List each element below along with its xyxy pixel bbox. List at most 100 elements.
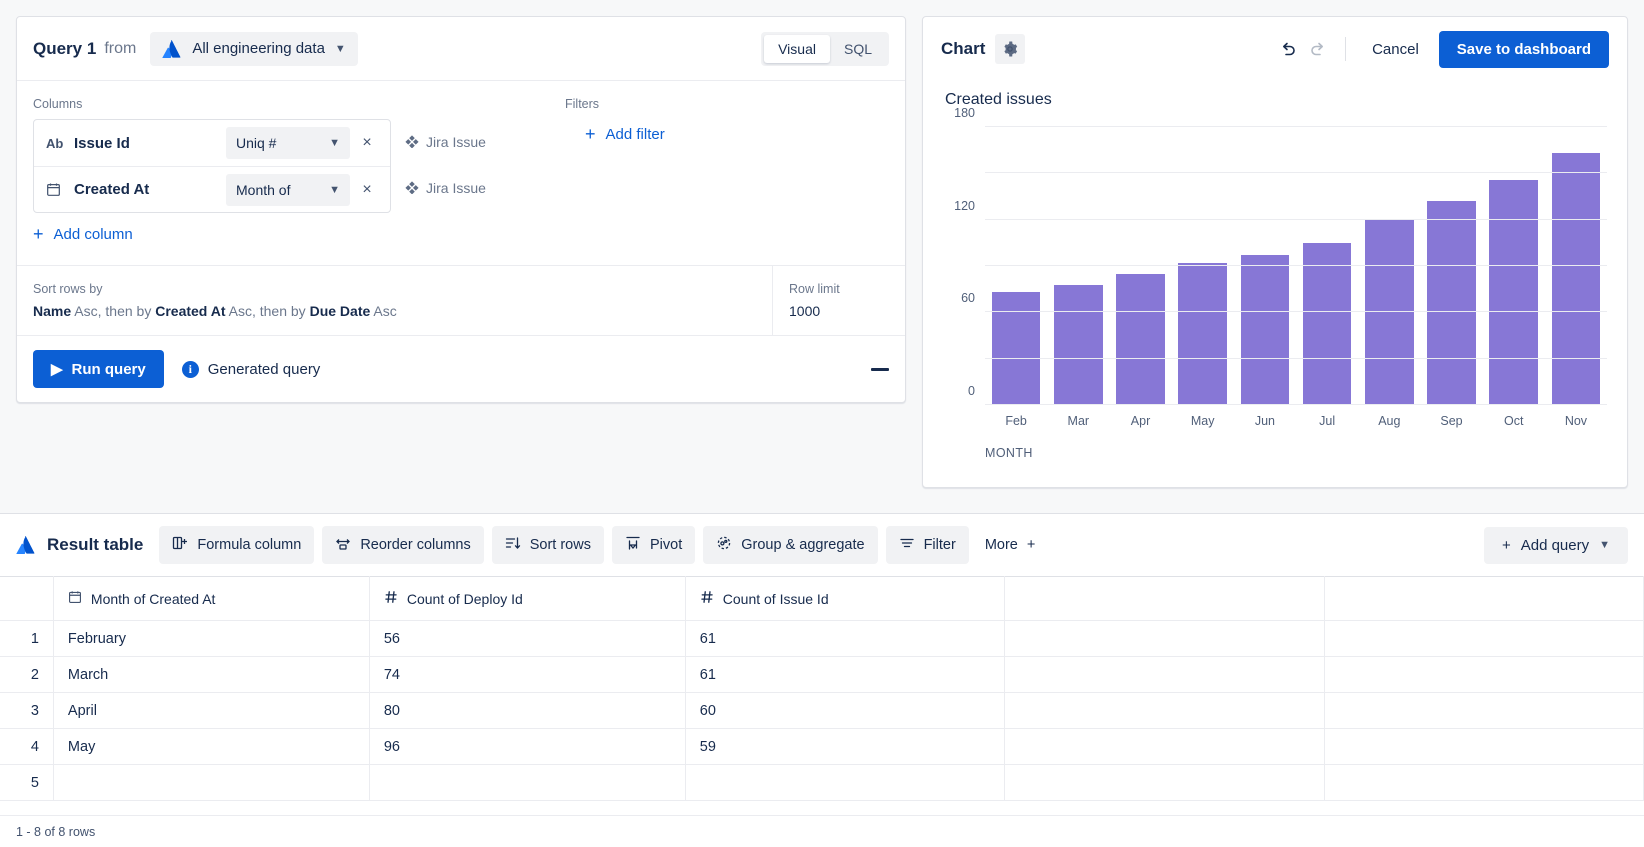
table-head: Month of Created At Count of Deploy Id (0, 576, 1644, 621)
row-index: 3 (0, 692, 54, 729)
jira-issue-icon (405, 134, 419, 151)
cell-issue-count: 61 (685, 656, 1006, 693)
chart-header: Chart Cancel Save to dashboard (923, 17, 1627, 81)
cell-empty (1324, 728, 1644, 765)
remove-column-button[interactable]: × (362, 134, 372, 151)
x-axis-tick: Aug (1378, 414, 1401, 428)
aggregation-select[interactable]: Month of ▼ (226, 173, 350, 206)
column-header-month[interactable]: Month of Created At (53, 576, 370, 621)
bar[interactable] (1302, 242, 1352, 405)
results-grid[interactable]: Month of Created At Count of Deploy Id (0, 576, 1644, 816)
column-header-label: Month of Created At (90, 590, 216, 607)
generated-query-button[interactable]: i Generated query (181, 360, 320, 378)
save-to-dashboard-button[interactable]: Save to dashboard (1438, 30, 1609, 68)
cancel-button[interactable]: Cancel (1358, 32, 1433, 67)
bar[interactable] (1551, 153, 1601, 405)
cell-empty (1004, 728, 1325, 765)
add-query-button[interactable]: + Add query ▼ (1483, 526, 1628, 564)
table-row[interactable]: 4 May 96 59 (0, 728, 1644, 765)
data-source-name: All engineering data (192, 40, 325, 57)
bar[interactable] (1116, 273, 1165, 405)
cell-empty (1324, 692, 1644, 729)
column-header-issue-count[interactable]: Count of Issue Id (685, 576, 1006, 621)
bar-slot (1483, 127, 1545, 405)
calendar-icon (46, 182, 68, 197)
reorder-columns-icon (335, 535, 351, 555)
more-label: More (984, 537, 1018, 553)
cell-month: February (53, 620, 370, 657)
sort-field: Created At (155, 303, 226, 319)
add-column-button[interactable]: + Add column (33, 225, 133, 243)
filter-button[interactable]: Filter (885, 526, 969, 564)
data-source-selector[interactable]: All engineering data ▼ (150, 31, 358, 66)
x-axis-tick: Oct (1504, 414, 1524, 428)
cell-deploy-count (369, 764, 686, 801)
row-index: 5 (0, 764, 54, 801)
reorder-columns-button[interactable]: Reorder columns (322, 526, 484, 564)
x-axis-labels: Feb Mar Apr May Jun Jul Aug Sep Oct Nov (985, 414, 1607, 428)
table-row[interactable]: 2 March 74 61 (0, 656, 1644, 693)
add-filter-button[interactable]: + Add filter (585, 125, 665, 143)
group-aggregate-label: Group & aggregate (741, 537, 865, 553)
run-strip: ▶ Run query i Generated query (17, 335, 905, 402)
column-header-label: Count of Issue Id (722, 590, 829, 607)
bar-slot (985, 127, 1047, 405)
add-column-label: Add column (53, 225, 133, 243)
remove-column-button[interactable]: × (362, 180, 372, 198)
undo-icon[interactable] (1273, 34, 1303, 64)
table-row[interactable]: 5 (0, 764, 1644, 801)
sort-value: Name Asc, then by Created At Asc, then b… (33, 303, 756, 319)
query-card: Query 1 from All engineering data ▼ Visu… (16, 16, 906, 403)
table-row[interactable]: 1 February 56 61 (0, 620, 1644, 657)
sort-rows-button[interactable]: Sort rows (491, 526, 604, 564)
table-header-row: Month of Created At Count of Deploy Id (0, 576, 1644, 621)
bar[interactable] (1427, 201, 1476, 405)
plot-area: 0 60 120 180 Feb Mar Apr May Jun Jul Aug Sep Oct Nov… (923, 106, 1627, 487)
column-row[interactable]: Ab Issue Id Uniq # ▼ × (34, 120, 390, 166)
gear-icon[interactable] (995, 34, 1026, 64)
hash-icon (700, 590, 714, 607)
tab-visual[interactable]: Visual (764, 34, 830, 63)
more-button[interactable]: More + (977, 528, 1044, 562)
filters-section: Filters + Add filter (565, 97, 665, 245)
column-row[interactable]: Created At Month of ▼ × (34, 166, 390, 212)
result-table-title: Result table (16, 535, 143, 555)
bar[interactable] (991, 292, 1041, 405)
collapse-button[interactable] (871, 367, 889, 371)
cell-month (53, 764, 370, 801)
reorder-columns-label: Reorder columns (360, 537, 471, 553)
cell-empty (1004, 620, 1325, 657)
cell-empty (1004, 656, 1325, 693)
formula-column-label: Formula column (197, 537, 302, 553)
chevron-down-icon: ▼ (334, 42, 346, 55)
bars (985, 127, 1607, 405)
tab-sql[interactable]: SQL (843, 40, 872, 57)
run-query-button[interactable]: ▶ Run query (33, 350, 164, 388)
table-row[interactable]: 3 April 80 60 (0, 692, 1644, 729)
column-header-deploy-count[interactable]: Count of Deploy Id (369, 576, 686, 621)
cell-issue-count: 61 (685, 620, 1006, 657)
plot: 0 60 120 180 (954, 106, 1607, 405)
redo-icon[interactable] (1303, 34, 1333, 64)
row-index-header (0, 576, 54, 621)
bar[interactable] (1054, 284, 1103, 405)
pivot-button[interactable]: Pivot (611, 526, 696, 564)
sort-field: Due Date (309, 303, 371, 319)
cell-issue-count: 60 (685, 692, 1006, 729)
sep: , (251, 303, 256, 319)
bar[interactable] (1489, 179, 1538, 405)
formula-column-button[interactable]: Formula column (159, 526, 315, 564)
bar[interactable] (1178, 262, 1227, 405)
row-limit[interactable]: Row limit 1000 (773, 266, 905, 335)
column-source-label: Jira Issue (426, 180, 486, 196)
column-source-label: Jira Issue (426, 134, 486, 150)
group-aggregate-button[interactable]: Group & aggregate (703, 526, 878, 564)
add-filter-label: Add filter (605, 125, 665, 143)
bar[interactable] (1240, 255, 1290, 405)
gridline (985, 218, 1607, 220)
atlassian-logo-icon (16, 536, 36, 554)
columns-table: Ab Issue Id Uniq # ▼ × (33, 119, 391, 213)
aggregation-select[interactable]: Uniq # ▼ (226, 127, 350, 159)
sort-rows-by[interactable]: Sort rows by Name Asc, then by Created A… (17, 266, 773, 335)
add-query-label: Add query (1520, 536, 1590, 554)
